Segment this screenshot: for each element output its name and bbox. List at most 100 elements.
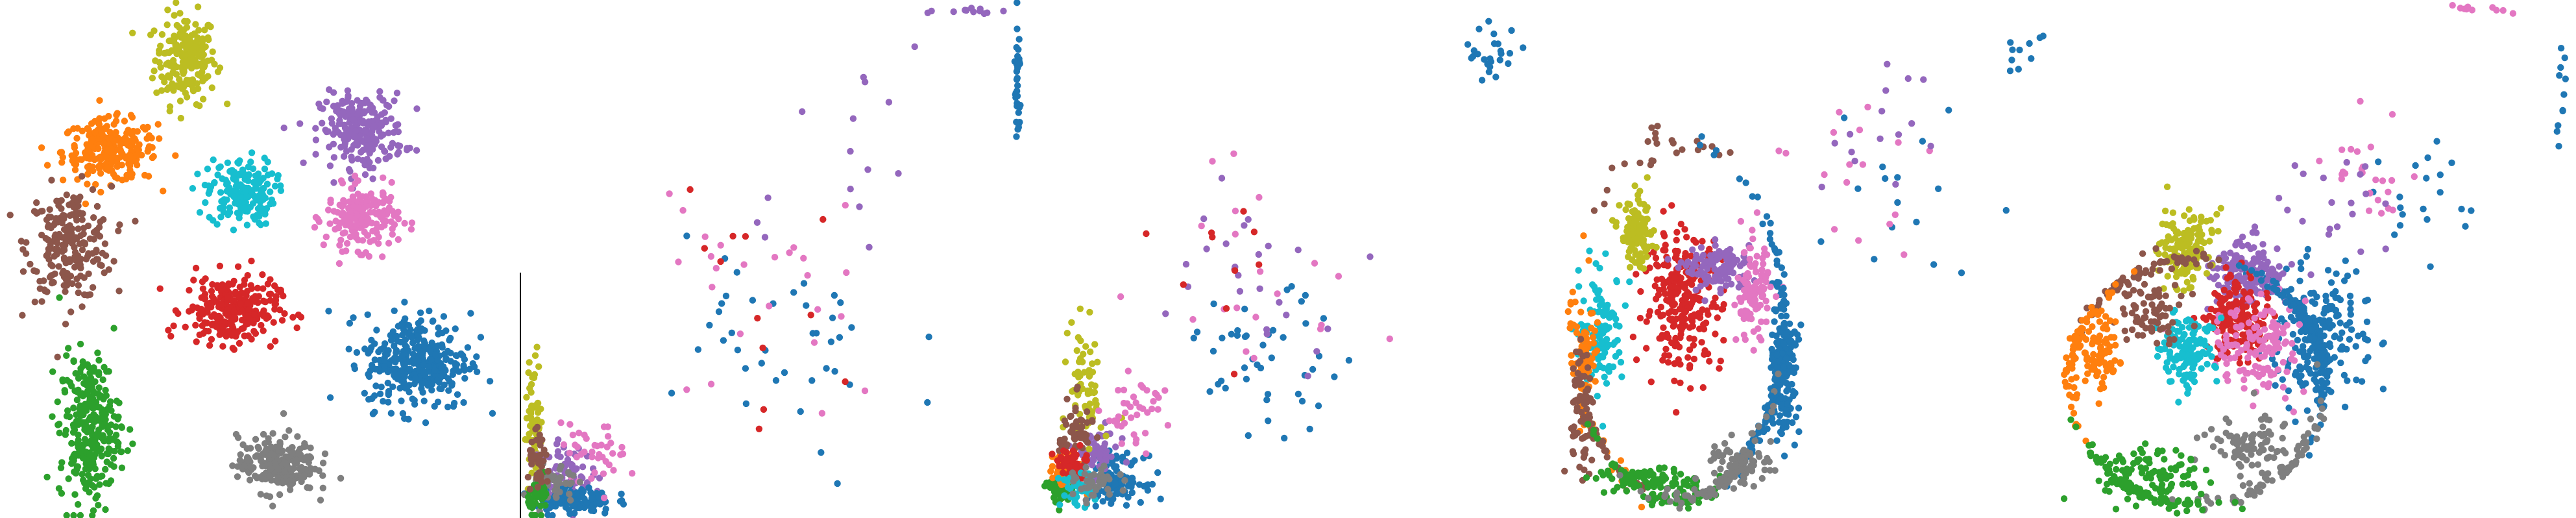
scatter-point-blue xyxy=(1015,46,1022,53)
scatter-point-brown xyxy=(19,312,26,319)
scatter-point-olive xyxy=(151,68,158,75)
scatter-point-brown xyxy=(1062,421,1070,428)
scatter-point-green xyxy=(525,499,532,506)
scatter-point-red xyxy=(1231,267,1239,274)
scatter-point-green xyxy=(98,433,106,440)
scatter-point-blue xyxy=(1792,413,1800,421)
scatter-point-red xyxy=(1629,333,1637,341)
scatter-point-brown xyxy=(1579,435,1586,442)
scatter-point-gray xyxy=(276,491,284,499)
scatter-point-red xyxy=(203,319,211,327)
scatter-point-red xyxy=(1660,281,1668,288)
scatter-point-red xyxy=(1687,385,1694,392)
scatter-point-red xyxy=(261,298,269,306)
scatter-point-blue xyxy=(1485,18,1492,25)
scatter-point-blue xyxy=(1190,334,1198,341)
scatter-point-blue xyxy=(353,349,361,356)
scatter-point-purple xyxy=(1677,259,1684,266)
scatter-point-blue xyxy=(443,327,450,334)
scatter-point-pink xyxy=(600,423,608,430)
scatter-point-olive xyxy=(523,393,530,401)
scatter-point-blue xyxy=(1222,384,1229,392)
scatter-point-purple xyxy=(799,108,806,116)
scatter-point-red xyxy=(1676,306,1683,313)
scatter-point-green xyxy=(101,364,108,371)
scatter-point-red xyxy=(1660,208,1667,215)
scatter-point-green xyxy=(69,428,77,436)
scatter-point-green xyxy=(64,407,71,414)
scatter-point-red xyxy=(212,323,220,330)
scatter-point-blue xyxy=(411,401,419,408)
scatter-point-red xyxy=(254,284,261,291)
scatter-point-green xyxy=(1053,488,1060,495)
scatter-point-pink xyxy=(1744,270,1751,277)
scatter-point-cyan xyxy=(257,208,264,215)
scatter-point-orange xyxy=(1592,378,1599,385)
scatter-point-blue xyxy=(781,369,788,376)
scatter-point-cyan xyxy=(1614,337,1621,344)
scatter-point-red xyxy=(213,298,221,305)
scatter-point-brown xyxy=(60,282,67,289)
scatter-point-blue xyxy=(616,498,624,505)
scatter-point-brown xyxy=(58,197,65,204)
scatter-point-purple xyxy=(847,186,854,193)
scatter-point-olive xyxy=(176,97,184,105)
scatter-point-brown xyxy=(116,221,123,228)
scatter-point-blue xyxy=(1476,25,1483,32)
scatter-point-blue xyxy=(369,395,376,402)
scatter-point-blue xyxy=(706,321,713,329)
scatter-point-blue xyxy=(460,362,467,369)
scatter-point-green xyxy=(531,512,539,518)
scatter-point-purple xyxy=(1203,245,1210,253)
scatter-point-pink xyxy=(1120,399,1128,407)
scatter-point-gray xyxy=(1117,471,1124,478)
scatter-point-red xyxy=(192,321,199,329)
scatter-point-green xyxy=(1599,471,1607,479)
scatter-point-purple xyxy=(1294,246,1302,254)
scatter-point-red xyxy=(1701,351,1708,358)
scatter-point-orange xyxy=(143,135,151,142)
scatter-point-brown xyxy=(94,256,101,263)
scatter-point-blue xyxy=(837,299,844,306)
scatter-point-pink xyxy=(375,234,382,241)
scatter-point-blue xyxy=(1795,404,1803,412)
scatter-point-brown xyxy=(533,471,541,478)
scatter-point-blue xyxy=(394,371,401,378)
scatter-point-orange xyxy=(103,153,110,160)
scatter-point-olive xyxy=(200,51,207,58)
scatter-point-red xyxy=(1222,305,1230,312)
scatter-point-pink xyxy=(566,421,574,428)
scatter-point-blue xyxy=(389,383,396,390)
scatter-point-purple xyxy=(555,436,562,443)
scatter-point-gray xyxy=(1090,492,1097,499)
scatter-point-pink xyxy=(814,306,821,313)
scatter-point-brown xyxy=(1083,408,1091,415)
scatter-point-pink xyxy=(818,410,826,417)
scatter-point-blue xyxy=(430,317,437,325)
scatter-point-orange xyxy=(141,126,149,133)
scatter-point-cyan xyxy=(1626,278,1633,286)
scatter-point-orange xyxy=(121,117,128,125)
scatter-point-olive xyxy=(156,47,163,55)
scatter-point-blue xyxy=(402,336,409,343)
scatter-point-orange xyxy=(133,152,140,159)
scatter-point-green xyxy=(62,426,70,434)
scatter-point-pink xyxy=(1256,268,1264,275)
scatter-point-blue xyxy=(683,232,690,240)
scatter-point-red xyxy=(186,308,193,315)
scatter-point-green xyxy=(70,358,77,365)
scatter-point-brown xyxy=(54,245,61,253)
scatter-point-brown xyxy=(1093,434,1101,441)
scatter-point-brown xyxy=(105,266,112,273)
scatter-point-gray xyxy=(229,462,236,469)
scatter-point-gray xyxy=(553,480,560,487)
scatter-point-gray xyxy=(553,494,560,501)
scatter-point-red xyxy=(1665,310,1672,317)
scatter-point-cyan xyxy=(230,193,237,201)
scatter-point-blue xyxy=(452,362,459,369)
scatter-point-pink xyxy=(353,221,361,228)
scatter-point-pink xyxy=(1127,414,1135,421)
scatter-point-brown xyxy=(539,436,546,443)
scatter-point-cyan xyxy=(274,172,282,179)
scatter-point-gray xyxy=(1100,473,1108,481)
